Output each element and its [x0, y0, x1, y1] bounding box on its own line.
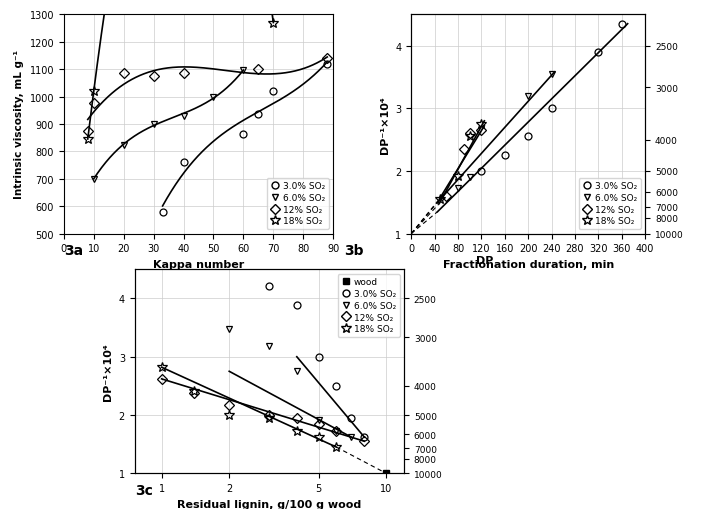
Y-axis label: DP: DP: [476, 256, 493, 266]
Y-axis label: DP⁻¹×10⁴: DP⁻¹×10⁴: [380, 96, 390, 154]
Y-axis label: DP⁻¹×10⁴: DP⁻¹×10⁴: [104, 343, 113, 401]
Y-axis label: Intrinsic viscosity, mL g⁻¹: Intrinsic viscosity, mL g⁻¹: [14, 50, 24, 199]
X-axis label: Fractionation duration, min: Fractionation duration, min: [442, 260, 614, 269]
X-axis label: Residual lignin, g/100 g wood: Residual lignin, g/100 g wood: [177, 499, 362, 508]
Legend: wood, 3.0% SO₂, 6.0% SO₂, 12% SO₂, 18% SO₂: wood, 3.0% SO₂, 6.0% SO₂, 12% SO₂, 18% S…: [337, 274, 400, 337]
Text: 3c: 3c: [135, 483, 152, 497]
Text: 3b: 3b: [344, 243, 364, 258]
Legend: 3.0% SO₂, 6.0% SO₂, 12% SO₂, 18% SO₂: 3.0% SO₂, 6.0% SO₂, 12% SO₂, 18% SO₂: [579, 178, 641, 230]
Legend: 3.0% SO₂, 6.0% SO₂, 12% SO₂, 18% SO₂: 3.0% SO₂, 6.0% SO₂, 12% SO₂, 18% SO₂: [267, 178, 329, 230]
Text: 3a: 3a: [64, 243, 83, 258]
X-axis label: Kappa number: Kappa number: [153, 260, 244, 269]
